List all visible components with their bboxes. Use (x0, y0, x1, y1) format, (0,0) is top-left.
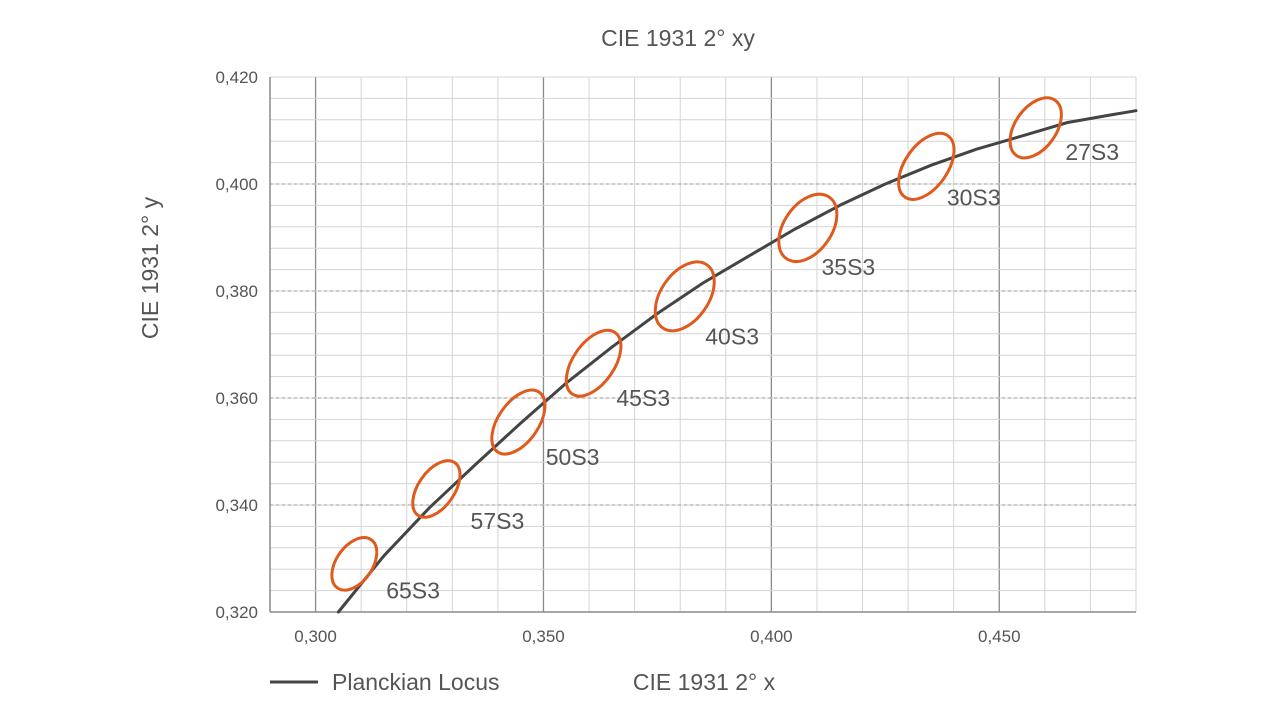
ellipse-label-30s3: 30S3 (947, 184, 1001, 210)
macadam-ellipse-57s3 (411, 459, 462, 519)
chart-title: CIE 1931 2° xy (601, 25, 755, 51)
x-axis-label: CIE 1931 2° x (633, 669, 776, 695)
macadam-ellipse-35s3 (777, 192, 839, 263)
macadam-ellipse-27s3 (1008, 96, 1063, 160)
ellipse-label-65s3: 65S3 (386, 578, 440, 604)
grid (269, 76, 1137, 613)
y-tick-label: 0,340 (215, 496, 258, 515)
legend: Planckian Locus (270, 669, 500, 695)
y-tick-label: 0,320 (215, 603, 258, 622)
ellipse-label-40s3: 40S3 (705, 324, 759, 350)
macadam-ellipse-40s3 (653, 260, 716, 333)
label-layer: 65S3 57S3 50S3 45S3 40S3 35S3 30S3 27S3 (386, 139, 1119, 604)
macadam-ellipse-45s3 (564, 328, 623, 398)
macadam-ellipse-30s3 (897, 131, 956, 201)
ellipse-label-35s3: 35S3 (822, 254, 876, 280)
y-tick-label: 0,400 (215, 175, 258, 194)
ellipse-label-50s3: 50S3 (546, 444, 600, 470)
y-axis-label: CIE 1931 2° y (137, 196, 163, 339)
planckian-locus-line (336, 109, 1138, 614)
macadam-ellipse-50s3 (490, 388, 547, 456)
x-tick-label: 0,300 (294, 627, 337, 646)
y-tick-label: 0,380 (215, 282, 258, 301)
ellipse-label-45s3: 45S3 (616, 385, 670, 411)
legend-label: Planckian Locus (332, 669, 500, 695)
axes: 0,320 0,340 0,360 0,380 0,400 0,420 0,300 0,350… (215, 68, 1136, 646)
y-tick-label: 0,420 (215, 68, 258, 87)
planckian-locus-layer (336, 109, 1138, 614)
x-tick-label: 0,400 (750, 627, 793, 646)
x-tick-label: 0,450 (978, 627, 1021, 646)
x-tick-label: 0,350 (522, 627, 565, 646)
macadam-ellipse-65s3 (330, 536, 379, 592)
ellipse-label-57s3: 57S3 (471, 508, 525, 534)
ellipse-label-27s3: 27S3 (1065, 139, 1119, 165)
y-tick-label: 0,360 (215, 389, 258, 408)
ellipse-layer (330, 96, 1063, 592)
